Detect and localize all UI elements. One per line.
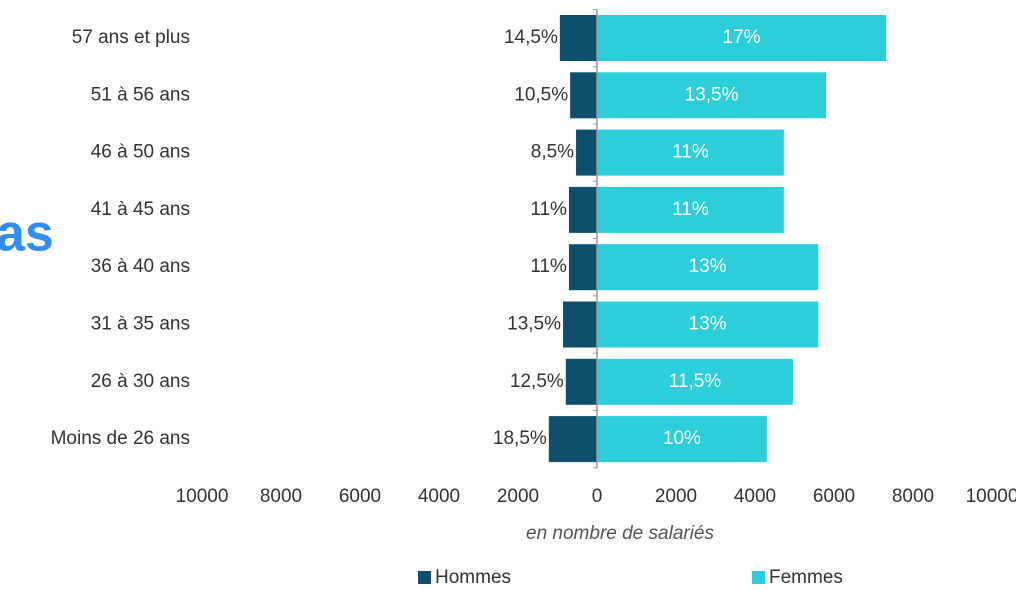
bar [576,129,597,176]
bar [570,72,597,119]
data-label: 14,5% [504,27,558,48]
y-tick-label: 26 à 30 ans [91,371,190,392]
x-tick-label: 2000 [655,486,697,507]
x-tick-label: 2000 [497,486,539,507]
y-tick-label: 46 à 50 ans [91,142,190,163]
data-label: 11% [530,256,567,277]
bar [565,358,597,405]
data-label: 11% [530,199,567,220]
bar [548,416,597,463]
bar [559,15,597,61]
x-tick-label: 6000 [813,486,855,507]
legend-swatch [418,571,431,584]
data-label: 13,5% [685,84,739,105]
bar [563,301,597,348]
data-label: 17% [723,27,761,48]
bar [597,186,784,233]
data-label: 8,5% [531,142,574,163]
bar [597,72,827,119]
legend-label: Femmes [769,567,843,588]
y-tick-label: 31 à 35 ans [91,314,190,335]
bar [597,15,887,61]
bar [597,244,819,291]
bar [597,301,819,348]
data-label: 12,5% [510,371,564,392]
x-axis-title: en nombre de salariés [526,523,714,544]
bar [568,186,597,233]
y-tick-label: 36 à 40 ans [91,256,190,277]
data-label: 10% [663,428,701,449]
bar [597,416,767,463]
x-tick-label: 0 [592,486,603,507]
data-label: 13% [689,256,727,277]
legend-label: Hommes [435,567,511,588]
x-tick-label: 10000 [176,486,229,507]
bar [568,244,597,291]
x-tick-label: 10000 [966,486,1016,507]
data-label: 13% [689,314,727,335]
y-tick-label: 41 à 45 ans [91,199,190,220]
x-tick-label: 4000 [418,486,460,507]
legend-swatch [752,571,765,584]
y-tick-label: 51 à 56 ans [91,84,190,105]
y-tick-label: Moins de 26 ans [51,428,190,449]
x-tick-label: 4000 [734,486,776,507]
data-label: 11,5% [669,371,722,392]
y-tick-label: 57 ans et plus [72,27,190,48]
bar [597,358,793,405]
data-label: 10,5% [514,84,568,105]
data-label: 13,5% [507,314,561,335]
bar [597,129,784,176]
data-label: 11% [672,142,709,163]
data-label: 18,5% [493,428,547,449]
x-tick-label: 8000 [260,486,302,507]
x-tick-label: 6000 [339,486,381,507]
data-label: 11% [672,199,709,220]
x-tick-label: 8000 [892,486,934,507]
background-text: as [0,205,54,263]
